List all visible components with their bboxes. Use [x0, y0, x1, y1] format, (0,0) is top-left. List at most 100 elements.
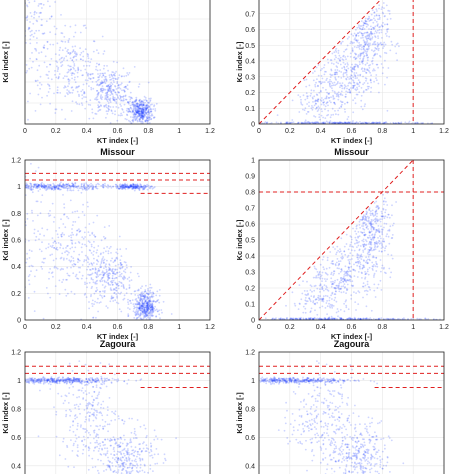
data-point: [110, 289, 113, 291]
data-point: [380, 29, 383, 31]
data-point: [147, 304, 150, 307]
data-point: [141, 294, 144, 296]
data-point: [93, 408, 96, 411]
data-point: [361, 243, 364, 246]
data-point: [31, 191, 34, 194]
data-point: [342, 54, 345, 57]
data-point: [321, 110, 323, 113]
data-point: [148, 311, 151, 314]
data-point: [388, 318, 390, 320]
data-point: [84, 254, 87, 257]
data-point: [365, 289, 368, 292]
data-point: [69, 91, 72, 94]
data-point: [335, 290, 337, 293]
data-point: [75, 58, 78, 61]
data-point: [95, 439, 98, 442]
data-point: [322, 318, 324, 320]
data-point: [134, 185, 137, 188]
data-point: [84, 79, 87, 81]
data-point: [52, 259, 55, 262]
data-point: [106, 270, 108, 273]
data-point: [433, 318, 435, 320]
data-point: [38, 248, 41, 251]
data-point: [330, 68, 333, 71]
data-point: [378, 317, 380, 320]
data-point: [32, 186, 35, 189]
data-point: [364, 217, 366, 220]
data-point: [108, 109, 110, 111]
data-point: [116, 80, 119, 83]
data-point: [129, 185, 132, 188]
data-point: [358, 248, 361, 251]
data-point: [48, 70, 50, 73]
data-point: [134, 100, 137, 103]
data-point: [143, 310, 146, 313]
data-point: [34, 110, 37, 112]
data-point: [128, 276, 131, 279]
data-point: [57, 242, 60, 244]
data-point: [77, 85, 80, 88]
data-point: [383, 45, 385, 48]
data-point: [383, 41, 386, 44]
data-point: [139, 184, 142, 187]
data-point: [96, 249, 99, 252]
data-point: [127, 314, 130, 317]
data-point: [143, 310, 146, 312]
data-point: [334, 293, 337, 296]
data-point: [108, 268, 111, 270]
data-point: [126, 183, 129, 186]
data-point: [115, 106, 118, 108]
data-point: [42, 185, 45, 188]
data-point: [145, 302, 148, 304]
data-point: [308, 121, 310, 124]
data-point: [304, 317, 307, 320]
data-point: [390, 40, 393, 43]
data-point: [102, 74, 105, 77]
data-point: [351, 258, 353, 260]
data-point: [115, 183, 118, 186]
data-point: [368, 222, 371, 224]
data-point: [374, 220, 376, 223]
data-point: [347, 82, 350, 85]
data-point: [132, 105, 135, 108]
data-point: [96, 79, 99, 82]
data-point: [40, 24, 43, 27]
data-point: [135, 185, 138, 188]
data-point: [285, 122, 288, 124]
data-point: [61, 232, 64, 234]
data-point: [338, 262, 341, 265]
data-point: [374, 43, 377, 46]
data-point: [297, 94, 300, 96]
data-point: [372, 219, 375, 222]
data-point: [340, 288, 342, 290]
data-point: [379, 218, 382, 221]
data-point: [328, 316, 331, 319]
data-point: [25, 224, 27, 227]
data-point: [360, 48, 363, 51]
data-point: [343, 86, 346, 89]
data-point: [333, 101, 336, 104]
data-point: [77, 405, 80, 408]
data-point: [133, 100, 136, 103]
data-point: [42, 261, 45, 264]
data-point: [66, 185, 68, 188]
data-point: [151, 308, 154, 311]
data-point: [365, 260, 368, 262]
data-point: [98, 101, 101, 104]
data-point: [316, 121, 318, 124]
data-point: [99, 95, 102, 98]
data-point: [340, 317, 343, 320]
data-point: [72, 66, 75, 69]
data-point: [368, 209, 371, 211]
data-point: [71, 184, 74, 187]
data-point: [76, 185, 79, 188]
data-point: [30, 66, 33, 69]
data-point: [92, 386, 94, 388]
data-point: [367, 45, 370, 48]
data-point: [316, 110, 319, 112]
data-point: [291, 317, 294, 320]
data-point: [39, 11, 42, 14]
data-point: [39, 389, 41, 392]
data-point: [128, 184, 131, 187]
data-point: [138, 308, 141, 310]
